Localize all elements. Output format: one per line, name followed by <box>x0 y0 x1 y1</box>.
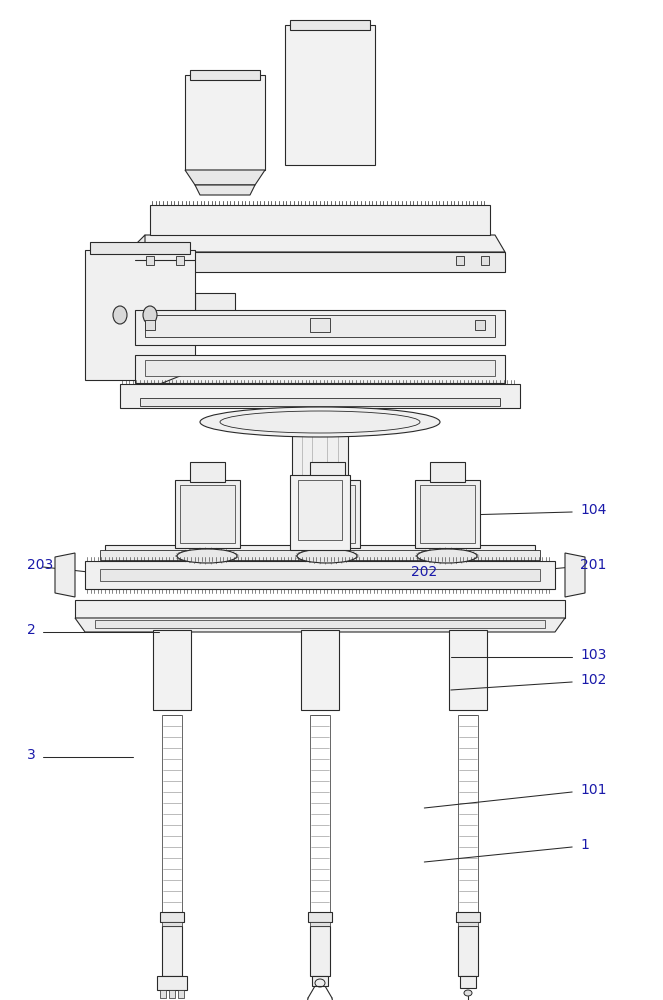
Ellipse shape <box>143 306 157 324</box>
Ellipse shape <box>464 990 472 996</box>
Bar <box>290 20 370 30</box>
Bar <box>300 485 355 543</box>
Bar <box>285 25 375 165</box>
Text: 201: 201 <box>580 558 607 572</box>
Bar <box>178 990 184 998</box>
Polygon shape <box>75 618 565 632</box>
Bar <box>456 256 464 265</box>
Ellipse shape <box>177 549 237 563</box>
Bar <box>150 205 490 235</box>
Polygon shape <box>185 170 265 185</box>
Bar <box>460 976 476 988</box>
Bar <box>100 550 540 560</box>
Bar <box>180 485 235 543</box>
Bar <box>458 926 478 976</box>
Bar <box>190 70 260 80</box>
Bar <box>145 320 155 330</box>
Bar <box>160 990 166 998</box>
Bar <box>162 926 182 976</box>
Bar <box>95 620 545 628</box>
Bar <box>100 569 540 581</box>
Bar <box>298 480 342 540</box>
Bar <box>190 462 225 482</box>
Bar <box>195 293 235 336</box>
Bar <box>120 384 520 408</box>
Ellipse shape <box>200 407 440 437</box>
Bar <box>430 462 465 482</box>
Bar <box>75 600 565 618</box>
Ellipse shape <box>297 549 357 563</box>
Bar <box>456 912 480 922</box>
Bar <box>449 630 487 710</box>
Bar <box>157 976 187 990</box>
Bar <box>85 250 195 380</box>
Bar <box>301 630 339 710</box>
Bar <box>105 545 535 563</box>
Polygon shape <box>102 235 145 300</box>
Bar <box>153 630 191 710</box>
Text: 203: 203 <box>27 558 53 572</box>
Bar <box>458 715 478 915</box>
Bar <box>135 310 505 345</box>
Bar <box>295 480 360 548</box>
Bar <box>475 320 485 330</box>
Polygon shape <box>135 235 505 252</box>
Text: 3: 3 <box>27 748 35 762</box>
Polygon shape <box>55 553 75 597</box>
Bar <box>135 355 505 383</box>
Bar <box>175 480 240 548</box>
Bar <box>310 462 345 482</box>
Ellipse shape <box>113 306 127 324</box>
Polygon shape <box>195 185 255 195</box>
Bar <box>312 976 328 986</box>
Text: 102: 102 <box>580 673 607 687</box>
Bar <box>85 561 555 589</box>
Polygon shape <box>565 553 585 597</box>
Bar <box>415 480 480 548</box>
Bar <box>140 398 500 406</box>
Ellipse shape <box>220 411 420 433</box>
Bar <box>162 715 182 915</box>
Bar <box>185 75 265 170</box>
Text: 104: 104 <box>580 503 607 517</box>
Bar <box>310 715 330 915</box>
Bar <box>145 360 495 376</box>
Bar <box>481 256 489 265</box>
Bar <box>135 252 505 272</box>
Bar <box>146 256 154 265</box>
Text: 103: 103 <box>580 648 607 662</box>
Text: 1: 1 <box>580 838 589 852</box>
Text: 2: 2 <box>27 623 35 637</box>
Bar <box>310 926 330 976</box>
Bar <box>308 912 332 922</box>
Bar <box>176 256 184 265</box>
Bar <box>160 912 184 922</box>
Ellipse shape <box>417 549 477 563</box>
Bar <box>290 475 350 550</box>
Bar <box>420 485 475 543</box>
Bar <box>458 922 478 926</box>
Text: 101: 101 <box>580 783 607 797</box>
Bar <box>310 318 330 332</box>
Bar <box>310 922 330 926</box>
Bar <box>292 422 348 537</box>
Text: 202: 202 <box>411 565 438 579</box>
Bar <box>90 242 190 254</box>
Bar <box>169 990 175 998</box>
Bar <box>162 922 182 926</box>
Bar <box>145 315 495 337</box>
